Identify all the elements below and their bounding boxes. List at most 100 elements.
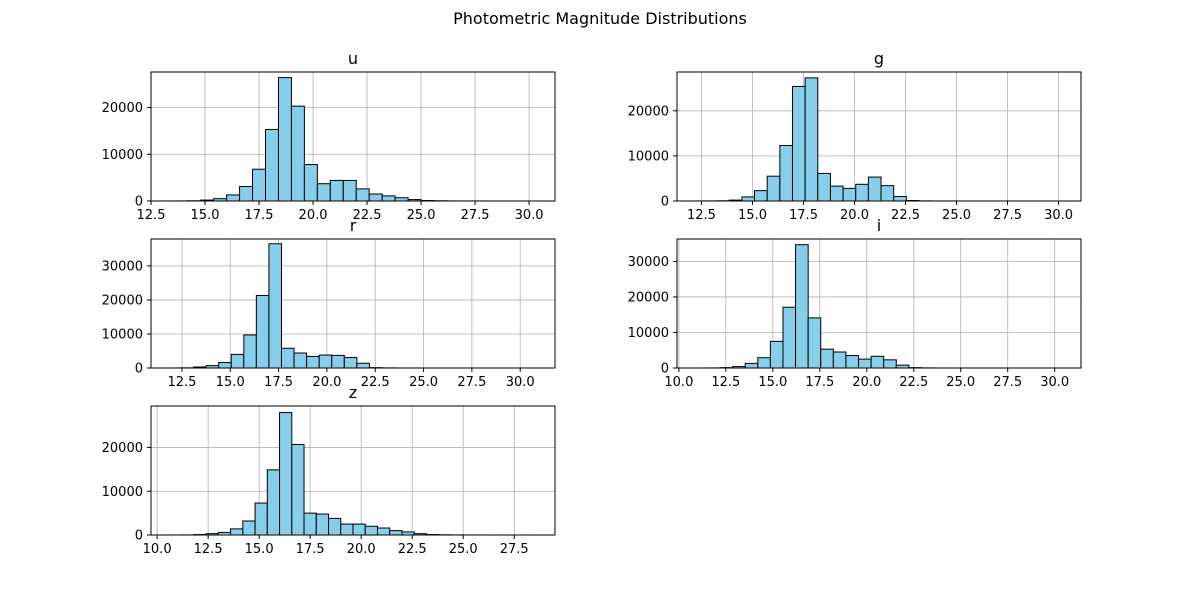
subplot-title: z xyxy=(349,383,357,402)
x-tick-label: 27.5 xyxy=(993,375,1022,390)
x-tick-label: 22.5 xyxy=(361,375,390,390)
y-tick-label: 10000 xyxy=(628,326,669,341)
histogram-bar xyxy=(315,513,330,536)
axes-frame xyxy=(676,238,1082,369)
subplot-g: 12.5 15.0 17.5 20.0 22.5 25.0 27.5 30.0 0 10000 20… xyxy=(628,49,1082,223)
histogram-bar xyxy=(744,362,759,369)
histogram-bar xyxy=(265,128,279,202)
x-tick-label: 15.0 xyxy=(216,375,245,390)
histogram-bar xyxy=(381,195,396,202)
x-tick-label: 17.5 xyxy=(245,208,274,223)
histogram-bar xyxy=(243,334,257,369)
histogram-bar xyxy=(842,187,857,202)
histogram-bar xyxy=(791,85,806,202)
axes-frame xyxy=(676,71,1082,202)
histogram-bar xyxy=(893,195,907,202)
histogram-bar xyxy=(766,175,781,202)
histogram-bar xyxy=(829,185,844,202)
histogram-bar xyxy=(218,362,232,369)
x-tick-label: 20.0 xyxy=(299,208,328,223)
x-tick-label: 22.5 xyxy=(398,542,427,557)
histogram-bar xyxy=(230,353,245,369)
histogram-bar xyxy=(230,528,244,536)
subplot-z: 10.0 12.5 15.0 17.5 20.0 22.5 25.0 27.5 0 10000 20… xyxy=(102,383,556,557)
histogram-bar xyxy=(252,168,267,202)
x-tick-label: 17.5 xyxy=(264,375,293,390)
histogram-bar xyxy=(376,527,391,536)
y-tick-label: 0 xyxy=(661,362,669,377)
x-tick-label: 12.5 xyxy=(194,542,223,557)
x-tick-label: 30.0 xyxy=(1044,208,1073,223)
x-tick-label: 12.5 xyxy=(137,208,166,223)
subplot-i: 10.0 12.5 15.0 17.5 20.0 22.5 25.0 27.5 30.0 0 100… xyxy=(628,216,1082,390)
subplot-u: 12.5 15.0 17.5 20.0 22.5 25.0 27.5 30.0 0 10000 20… xyxy=(102,49,556,223)
y-tick-label: 30000 xyxy=(628,255,669,270)
x-tick-label: 27.5 xyxy=(500,542,529,557)
y-tick-label: 0 xyxy=(135,362,143,377)
x-tick-label: 17.5 xyxy=(789,208,818,223)
x-tick-label: 27.5 xyxy=(461,208,490,223)
y-tick-label: 0 xyxy=(135,529,143,544)
x-tick-label: 27.5 xyxy=(457,375,486,390)
subplot-title: g xyxy=(874,49,884,68)
axes-frame xyxy=(150,238,556,369)
histogram-bar xyxy=(754,190,768,202)
x-tick-label: 12.5 xyxy=(167,375,196,390)
histogram-bar xyxy=(303,512,317,536)
histogram-bar xyxy=(277,77,292,202)
axes-frame xyxy=(150,405,556,536)
histogram-bar xyxy=(303,164,318,202)
histogram-bar xyxy=(356,362,370,369)
histogram-bar xyxy=(883,359,897,369)
histogram-bar xyxy=(368,193,383,202)
y-tick-label: 20000 xyxy=(628,104,669,119)
histogram-bar xyxy=(343,356,358,369)
histogram-bar xyxy=(340,523,354,536)
x-tick-label: 30.0 xyxy=(506,375,535,390)
x-tick-label: 20.0 xyxy=(312,375,341,390)
histogram-bar xyxy=(293,352,308,369)
y-tick-label: 10000 xyxy=(628,149,669,164)
subplot-title: i xyxy=(877,216,881,235)
histogram-bar xyxy=(364,525,378,536)
histogram-bar xyxy=(741,196,756,202)
x-tick-label: 10.0 xyxy=(664,375,693,390)
histogram-bar xyxy=(254,502,268,536)
histogram-bar xyxy=(807,317,822,369)
y-tick-label: 0 xyxy=(661,195,669,210)
histogram-bar xyxy=(279,412,293,536)
y-tick-label: 30000 xyxy=(102,259,143,274)
x-tick-label: 20.0 xyxy=(840,208,869,223)
histogram-bar xyxy=(757,357,771,369)
histogram-bar xyxy=(329,179,344,202)
histogram-bar xyxy=(820,348,834,369)
histogram-bar xyxy=(795,244,809,369)
histogram-bar xyxy=(242,520,256,536)
histogram-bar xyxy=(331,354,345,369)
histogram-bar xyxy=(858,358,872,369)
histogram-bar xyxy=(318,354,333,369)
x-tick-label: 20.0 xyxy=(347,542,376,557)
subplot-r: 12.5 15.0 17.5 20.0 22.5 25.0 27.5 30.0 0 10000 20… xyxy=(102,216,556,390)
histogram-bar xyxy=(306,355,320,369)
x-tick-label: 25.0 xyxy=(407,208,436,223)
x-tick-label: 30.0 xyxy=(515,208,544,223)
histogram-bar xyxy=(779,145,793,202)
histogram-bar xyxy=(804,77,819,202)
histogram-bar xyxy=(280,347,295,369)
y-tick-label: 20000 xyxy=(102,441,143,456)
x-tick-label: 25.0 xyxy=(946,375,975,390)
x-tick-label: 25.0 xyxy=(449,542,478,557)
histogram-bar xyxy=(268,243,282,369)
histogram-bar xyxy=(355,188,370,202)
histogram-bar xyxy=(782,306,797,369)
histogram-bar xyxy=(290,105,305,202)
x-tick-label: 15.0 xyxy=(245,542,274,557)
histogram-bar xyxy=(316,183,331,202)
histogram-bar xyxy=(342,179,357,202)
subplot-title: r xyxy=(350,216,357,235)
histogram-bar xyxy=(389,530,403,536)
x-tick-label: 22.5 xyxy=(891,208,920,223)
histogram-bar xyxy=(855,183,869,202)
